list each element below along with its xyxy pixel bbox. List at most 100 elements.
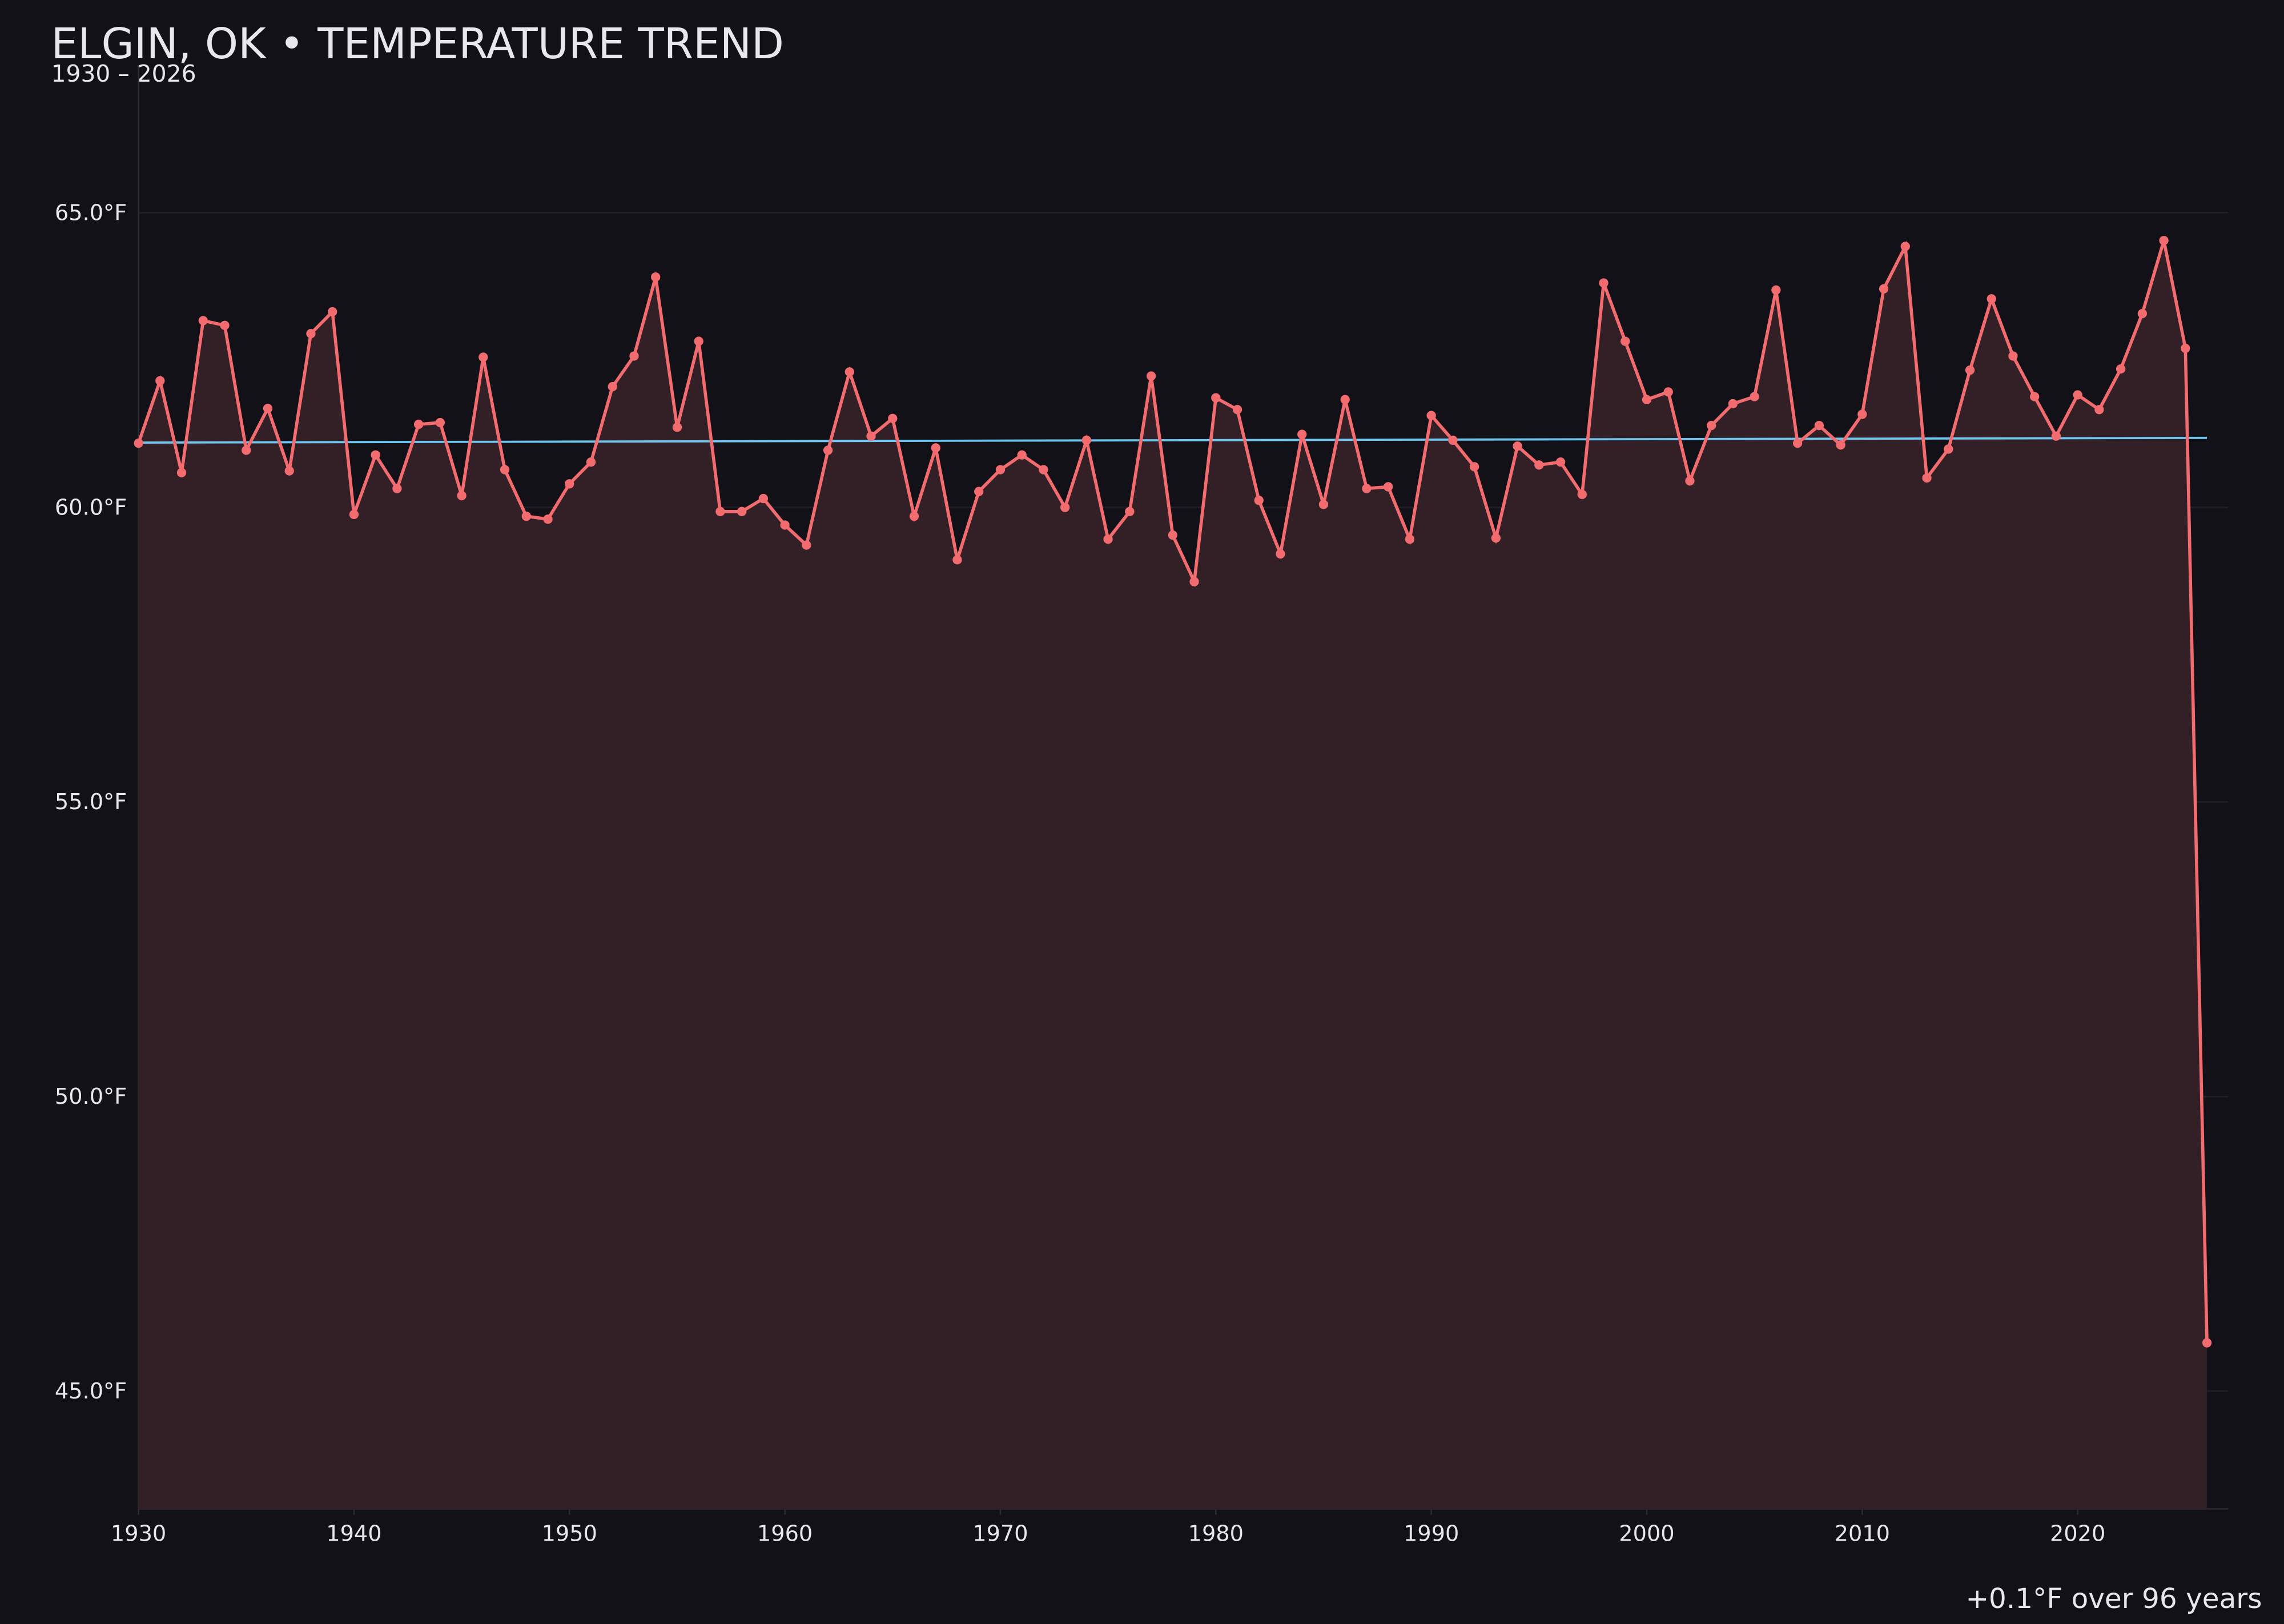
point bbox=[284, 466, 294, 476]
point bbox=[909, 511, 919, 521]
x-tick-label: 1950 bbox=[542, 1521, 597, 1547]
point bbox=[1987, 294, 1996, 304]
point bbox=[1577, 489, 1587, 500]
point bbox=[198, 316, 208, 325]
x-tick-label: 1940 bbox=[326, 1521, 381, 1547]
y-tick-label: 55.0°F bbox=[55, 789, 127, 815]
point bbox=[1276, 549, 1285, 559]
point bbox=[974, 487, 984, 496]
point bbox=[586, 457, 596, 467]
point bbox=[392, 484, 402, 493]
point bbox=[651, 272, 661, 282]
point bbox=[802, 540, 811, 550]
point bbox=[2137, 308, 2148, 319]
point bbox=[1792, 438, 1803, 448]
point bbox=[1750, 392, 1759, 401]
point bbox=[1340, 395, 1350, 404]
point bbox=[780, 520, 790, 530]
point bbox=[1232, 405, 1242, 415]
point bbox=[1384, 482, 1393, 492]
point bbox=[435, 417, 445, 428]
point bbox=[1017, 450, 1027, 460]
x-tick-label: 1980 bbox=[1188, 1521, 1244, 1547]
y-tick-label: 50.0°F bbox=[55, 1084, 127, 1110]
point bbox=[2202, 1338, 2212, 1348]
point bbox=[1297, 429, 1307, 439]
point bbox=[1211, 393, 1221, 403]
point bbox=[371, 450, 380, 460]
point bbox=[1900, 242, 1910, 251]
point bbox=[1707, 420, 1716, 431]
annotation: +0.1°F over 96 years bbox=[1965, 1583, 2262, 1615]
point bbox=[995, 465, 1006, 475]
point bbox=[263, 404, 273, 413]
point bbox=[220, 320, 230, 330]
point bbox=[1146, 371, 1156, 381]
point bbox=[1254, 496, 1264, 505]
point bbox=[328, 307, 337, 317]
point bbox=[2030, 392, 2040, 401]
point bbox=[1771, 285, 1781, 295]
point bbox=[608, 381, 617, 392]
point bbox=[500, 465, 510, 475]
point bbox=[1944, 444, 1953, 454]
point bbox=[1922, 473, 1932, 483]
point bbox=[737, 507, 747, 516]
point bbox=[306, 329, 316, 339]
point bbox=[1491, 533, 1501, 543]
point bbox=[1642, 395, 1652, 404]
point bbox=[1599, 278, 1609, 288]
x-tick-label: 1960 bbox=[757, 1521, 813, 1547]
point bbox=[1168, 530, 1177, 540]
point bbox=[1534, 460, 1544, 470]
point bbox=[1426, 411, 1436, 420]
point bbox=[413, 419, 424, 429]
x-tick-label: 1970 bbox=[972, 1521, 1028, 1547]
point bbox=[952, 555, 962, 565]
point bbox=[845, 367, 854, 377]
point bbox=[478, 352, 488, 362]
point bbox=[1620, 336, 1630, 346]
point bbox=[1081, 435, 1092, 445]
point bbox=[629, 351, 639, 361]
point bbox=[2094, 405, 2104, 415]
point bbox=[1513, 441, 1522, 451]
point bbox=[2116, 364, 2126, 374]
point bbox=[715, 507, 725, 516]
point bbox=[349, 509, 359, 520]
point bbox=[758, 493, 769, 504]
point bbox=[2073, 390, 2082, 400]
point bbox=[1814, 420, 1824, 431]
point bbox=[1362, 484, 1372, 493]
point bbox=[1857, 409, 1867, 419]
y-tick-label: 45.0°F bbox=[55, 1378, 127, 1404]
point bbox=[1663, 387, 1673, 397]
point bbox=[1685, 476, 1695, 486]
x-tick-label: 1930 bbox=[111, 1521, 166, 1547]
point bbox=[888, 413, 898, 423]
point bbox=[1318, 500, 1329, 509]
point bbox=[1728, 399, 1738, 409]
point bbox=[1836, 440, 1845, 450]
point bbox=[1060, 503, 1070, 512]
chart-subtitle: 1930 – 2026 bbox=[51, 60, 196, 87]
point bbox=[134, 438, 143, 448]
y-tick-label: 60.0°F bbox=[55, 495, 127, 520]
point bbox=[1555, 457, 1566, 467]
point bbox=[565, 479, 574, 489]
point bbox=[1189, 577, 1199, 586]
point bbox=[2051, 431, 2061, 441]
point bbox=[1125, 507, 1135, 516]
point bbox=[457, 491, 467, 501]
point bbox=[242, 445, 251, 455]
point bbox=[931, 443, 940, 453]
point bbox=[866, 431, 876, 441]
point bbox=[823, 445, 833, 455]
point bbox=[521, 511, 531, 521]
point bbox=[694, 336, 703, 346]
x-tick-label: 2020 bbox=[2050, 1521, 2105, 1547]
x-tick-label: 1990 bbox=[1404, 1521, 1459, 1547]
point bbox=[1469, 462, 1479, 472]
point bbox=[1039, 465, 1048, 475]
